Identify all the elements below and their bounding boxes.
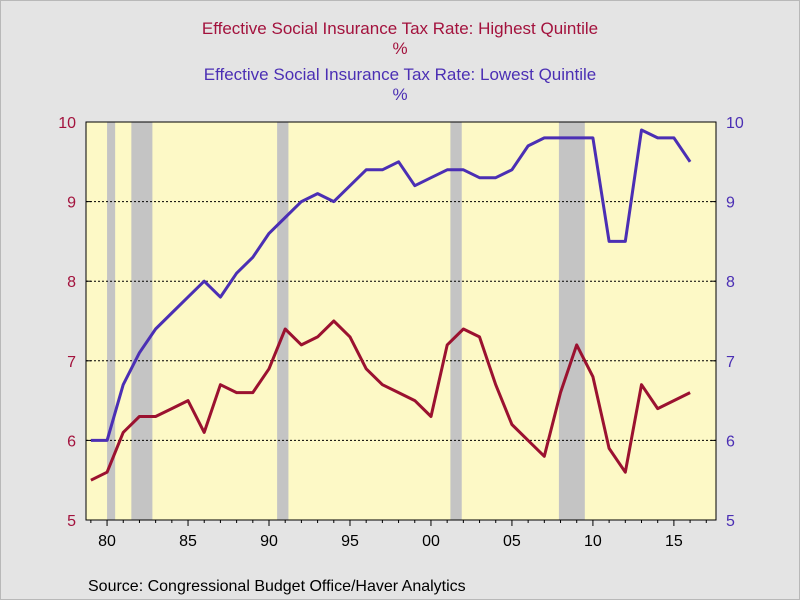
x-tick-label-1985: 85 xyxy=(179,533,197,550)
right-tick-label-10: 10 xyxy=(726,115,744,132)
left-tick-label-6: 6 xyxy=(67,433,76,450)
gridlines xyxy=(86,201,716,441)
x-tick-label-2000: 00 xyxy=(422,533,440,550)
recession-band-2 xyxy=(131,122,153,520)
left-tick-label-7: 7 xyxy=(67,354,76,371)
lowest-quintile-line xyxy=(90,128,692,442)
axes: 5 6 7 8 9 10 5 6 7 8 9 10 80 85 90 95 00 05 10 15 xyxy=(58,115,744,550)
x-tick-label-2015: 15 xyxy=(665,533,683,550)
source-note: Source: Congressional Budget Office/Have… xyxy=(88,578,466,595)
left-tick-label-9: 9 xyxy=(67,195,76,212)
recession-bands xyxy=(107,122,585,520)
plot-area xyxy=(86,122,716,520)
recession-band-1 xyxy=(107,122,116,520)
title-highest-quintile: Effective Social Insurance Tax Rate: Hig… xyxy=(201,19,599,38)
x-tick-label-1980: 80 xyxy=(98,533,116,550)
x-tick-label-2005: 05 xyxy=(503,533,521,550)
highest-quintile-line xyxy=(90,319,691,482)
recession-band-5 xyxy=(558,122,585,520)
series-lines xyxy=(90,128,692,482)
right-tick-label-8: 8 xyxy=(726,274,735,291)
plot-border xyxy=(85,121,717,521)
title-lowest-quintile: Effective Social Insurance Tax Rate: Low… xyxy=(203,65,597,84)
x-tick-label-2010: 10 xyxy=(584,533,602,550)
x-tick-label-1995: 95 xyxy=(341,533,359,550)
left-tick-label-8: 8 xyxy=(67,274,76,291)
right-tick-label-5: 5 xyxy=(726,513,735,530)
left-tick-label-5: 5 xyxy=(67,513,76,530)
right-tick-label-7: 7 xyxy=(726,354,735,371)
recession-band-4 xyxy=(450,122,462,520)
unit-highest-quintile: % xyxy=(392,39,408,58)
left-tick-label-10: 10 xyxy=(58,115,76,132)
x-tick-label-1990: 90 xyxy=(260,533,278,550)
plot-background xyxy=(86,122,716,520)
recession-band-3 xyxy=(277,122,289,520)
right-tick-label-6: 6 xyxy=(726,433,735,450)
unit-lowest-quintile: % xyxy=(392,85,408,104)
right-tick-label-9: 9 xyxy=(726,195,735,212)
